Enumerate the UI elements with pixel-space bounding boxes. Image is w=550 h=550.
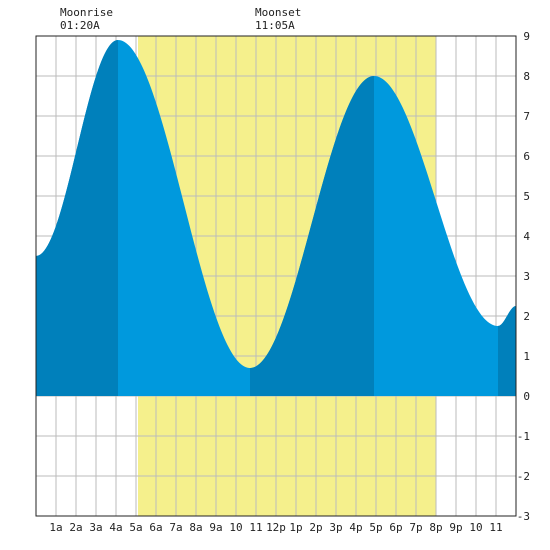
x-tick-label: 2a bbox=[69, 521, 82, 534]
x-tick-label: 4a bbox=[109, 521, 122, 534]
moonset-label: Moonset bbox=[255, 6, 301, 19]
y-tick-label: 1 bbox=[523, 350, 530, 363]
x-tick-label: 1a bbox=[49, 521, 62, 534]
x-tick-label: 6p bbox=[389, 521, 402, 534]
x-tick-label: 8p bbox=[429, 521, 442, 534]
x-tick-label: 12p bbox=[266, 521, 286, 534]
x-tick-label: 2p bbox=[309, 521, 322, 534]
x-tick-label: 7p bbox=[409, 521, 422, 534]
x-tick-label: 11 bbox=[489, 521, 502, 534]
tide-moon-band bbox=[250, 76, 374, 396]
x-tick-label: 3p bbox=[329, 521, 342, 534]
x-tick-label: 9p bbox=[449, 521, 462, 534]
x-tick-label: 4p bbox=[349, 521, 362, 534]
x-tick-label: 9a bbox=[209, 521, 222, 534]
x-tick-label: 6a bbox=[149, 521, 162, 534]
x-tick-label: 10 bbox=[469, 521, 482, 534]
plot-frame bbox=[35, 35, 517, 517]
tide-moon-band bbox=[36, 40, 118, 396]
x-tick-label: 8a bbox=[189, 521, 202, 534]
x-tick-label: 1p bbox=[289, 521, 302, 534]
x-tick-label: 5p bbox=[369, 521, 382, 534]
y-tick-label: 8 bbox=[523, 70, 530, 83]
x-tick-label: 5a bbox=[129, 521, 142, 534]
y-tick-label: 0 bbox=[523, 390, 530, 403]
moonrise-time: 01:20A bbox=[60, 19, 100, 32]
y-tick-label: 9 bbox=[523, 30, 530, 43]
y-tick-label: 5 bbox=[523, 190, 530, 203]
x-tick-label: 7a bbox=[169, 521, 182, 534]
y-tick-label: 2 bbox=[523, 310, 530, 323]
tide-moon-band bbox=[498, 306, 516, 396]
tide-area bbox=[36, 40, 516, 396]
y-tick-label: 4 bbox=[523, 230, 530, 243]
moonrise-label: Moonrise bbox=[60, 6, 113, 19]
x-tick-label: 11 bbox=[249, 521, 262, 534]
y-tick-label: 6 bbox=[523, 150, 530, 163]
moonset-time: 11:05A bbox=[255, 19, 295, 32]
y-tick-label: -3 bbox=[517, 510, 530, 523]
y-tick-label: 7 bbox=[523, 110, 530, 123]
y-tick-label: -2 bbox=[517, 470, 530, 483]
y-tick-label: -1 bbox=[517, 430, 530, 443]
y-tick-label: 3 bbox=[523, 270, 530, 283]
x-tick-label: 10 bbox=[229, 521, 242, 534]
x-tick-label: 3a bbox=[89, 521, 102, 534]
